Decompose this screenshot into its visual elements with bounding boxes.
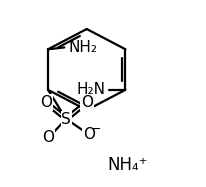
Text: O: O (83, 127, 95, 142)
Text: S: S (61, 112, 71, 127)
Text: O: O (40, 95, 52, 110)
Text: O: O (42, 130, 54, 145)
Text: NH₂: NH₂ (68, 40, 97, 55)
Text: H₂N: H₂N (76, 82, 105, 97)
Text: O: O (81, 95, 93, 110)
Text: −: − (91, 123, 102, 136)
Text: NH₄⁺: NH₄⁺ (107, 156, 148, 174)
